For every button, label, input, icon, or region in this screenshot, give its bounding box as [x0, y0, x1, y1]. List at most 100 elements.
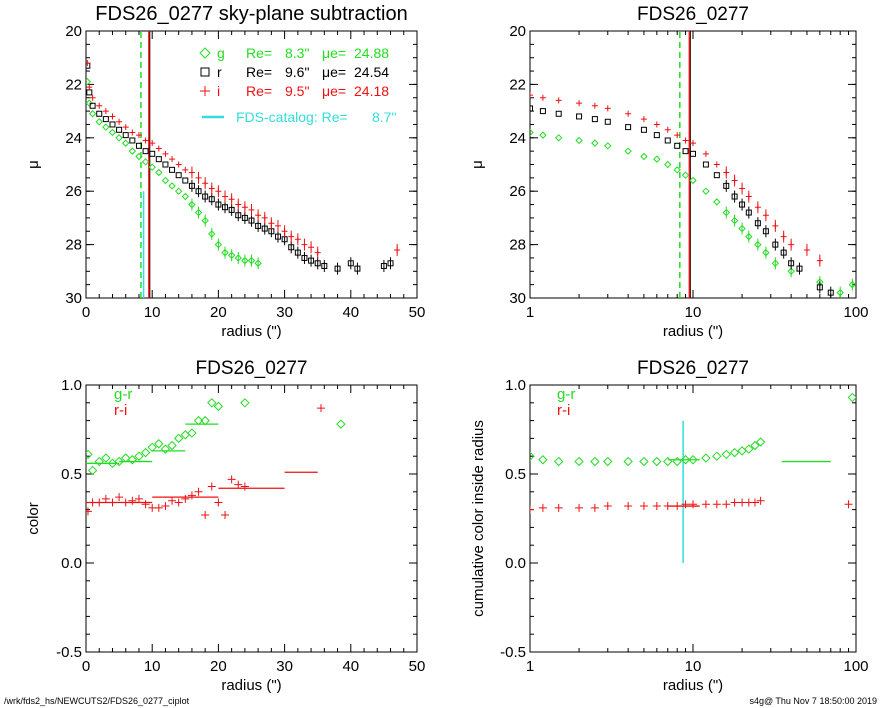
data-point — [109, 113, 116, 120]
x-tick-label: 0 — [82, 304, 90, 321]
data-point — [673, 502, 682, 511]
data-point — [590, 456, 600, 467]
data-point — [169, 166, 176, 173]
y-axis-label: cumulative color inside radius — [470, 420, 487, 617]
data-point — [555, 110, 562, 117]
series-r-i — [530, 496, 853, 514]
y-tick-label: 22 — [65, 76, 82, 93]
data-point — [169, 156, 176, 163]
y-tick-label: 28 — [65, 237, 82, 254]
plot-area — [530, 392, 856, 563]
legend-re-label: Re= — [246, 83, 272, 99]
y-tick-label: 20 — [65, 23, 82, 40]
legend-re-label: Re= — [246, 45, 272, 61]
x-tick-label: 1 — [526, 304, 534, 321]
y-axis-label: μ — [25, 160, 42, 169]
data-point — [234, 480, 243, 489]
data-point — [625, 110, 632, 117]
catalog-legend-label: FDS-catalog: Re= — [236, 109, 348, 125]
data-point — [750, 498, 759, 507]
x-tick-label: 20 — [210, 658, 227, 675]
data-point — [604, 142, 612, 150]
y-tick-label: 1.0 — [505, 377, 526, 394]
data-point — [95, 118, 103, 126]
legend-marker — [199, 47, 211, 59]
data-point — [738, 498, 747, 507]
y-tick-label: 1.0 — [61, 377, 82, 394]
data-point — [88, 110, 97, 118]
data-point — [122, 124, 129, 131]
data-point — [664, 126, 671, 133]
y-tick-label: 20 — [509, 23, 526, 40]
y-tick-label: 30 — [65, 290, 82, 307]
data-point — [737, 446, 747, 456]
data-point — [102, 108, 109, 115]
data-point — [336, 419, 346, 429]
data-point — [624, 502, 633, 511]
data-point — [640, 152, 648, 161]
data-point — [128, 496, 137, 505]
series-i — [86, 60, 401, 259]
data-point — [756, 496, 765, 505]
data-point — [682, 137, 689, 144]
data-point — [591, 102, 598, 109]
x-tick-label: 40 — [342, 304, 359, 321]
legend-band: r — [217, 64, 222, 80]
legend-marker — [200, 67, 210, 77]
series-g — [530, 128, 856, 298]
data-point — [155, 156, 162, 163]
data-point — [690, 140, 696, 147]
x-tick-label: 0 — [82, 658, 90, 675]
legend-re-value: 9.5" — [285, 83, 309, 99]
data-point — [689, 500, 697, 509]
data-point — [194, 487, 203, 496]
legend-g-r: g-r — [557, 386, 575, 403]
data-point — [554, 134, 563, 142]
data-point — [181, 192, 190, 201]
data-point — [673, 166, 681, 174]
data-point — [182, 177, 189, 184]
data-point — [680, 455, 691, 465]
x-tick-label: 100 — [843, 658, 868, 675]
legend-re-value: 9.6" — [285, 64, 309, 80]
data-point — [625, 124, 632, 131]
data-point — [214, 498, 223, 507]
legend-band: g — [217, 45, 225, 61]
data-point — [663, 502, 672, 511]
data-point — [701, 500, 710, 509]
data-point — [89, 102, 96, 109]
data-point — [114, 456, 124, 467]
legend-item-r: r Re= 9.6" μe= 24.54 — [200, 64, 389, 80]
data-point — [530, 451, 535, 461]
chart-title: FDS26_0277 — [637, 4, 749, 25]
y-tick-label: -0.5 — [56, 644, 82, 661]
footer-path: /wrk/fds2_hs/NEWCUTS2/FDS26_0277_ciplot — [4, 696, 190, 706]
legend-band: i — [217, 83, 220, 99]
y-tick-label: 26 — [509, 183, 526, 200]
data-point — [108, 498, 117, 507]
data-point — [155, 145, 162, 152]
data-point — [744, 444, 754, 454]
data-point — [95, 498, 104, 507]
data-point — [555, 97, 562, 104]
chart-title: FDS26_0277 sky-plane subtraction — [95, 3, 407, 25]
data-point — [174, 187, 183, 195]
legend-mu-value: 24.88 — [354, 45, 389, 61]
data-point — [127, 455, 138, 465]
data-point — [182, 166, 189, 173]
legend-mu-value: 24.54 — [354, 64, 389, 80]
legend-item-i: i Re= 9.5" μe= 24.18 — [200, 83, 389, 99]
y-tick-label: 28 — [509, 237, 526, 254]
data-point — [101, 494, 110, 503]
data-point — [702, 161, 709, 168]
x-tick-label: 100 — [843, 304, 868, 321]
data-point — [121, 453, 131, 463]
data-point — [712, 451, 722, 461]
data-point — [162, 150, 169, 157]
legend-r-i: r-i — [557, 402, 570, 419]
x-tick-label: 30 — [276, 304, 293, 321]
series-g-r — [530, 392, 856, 467]
data-point — [639, 502, 648, 511]
